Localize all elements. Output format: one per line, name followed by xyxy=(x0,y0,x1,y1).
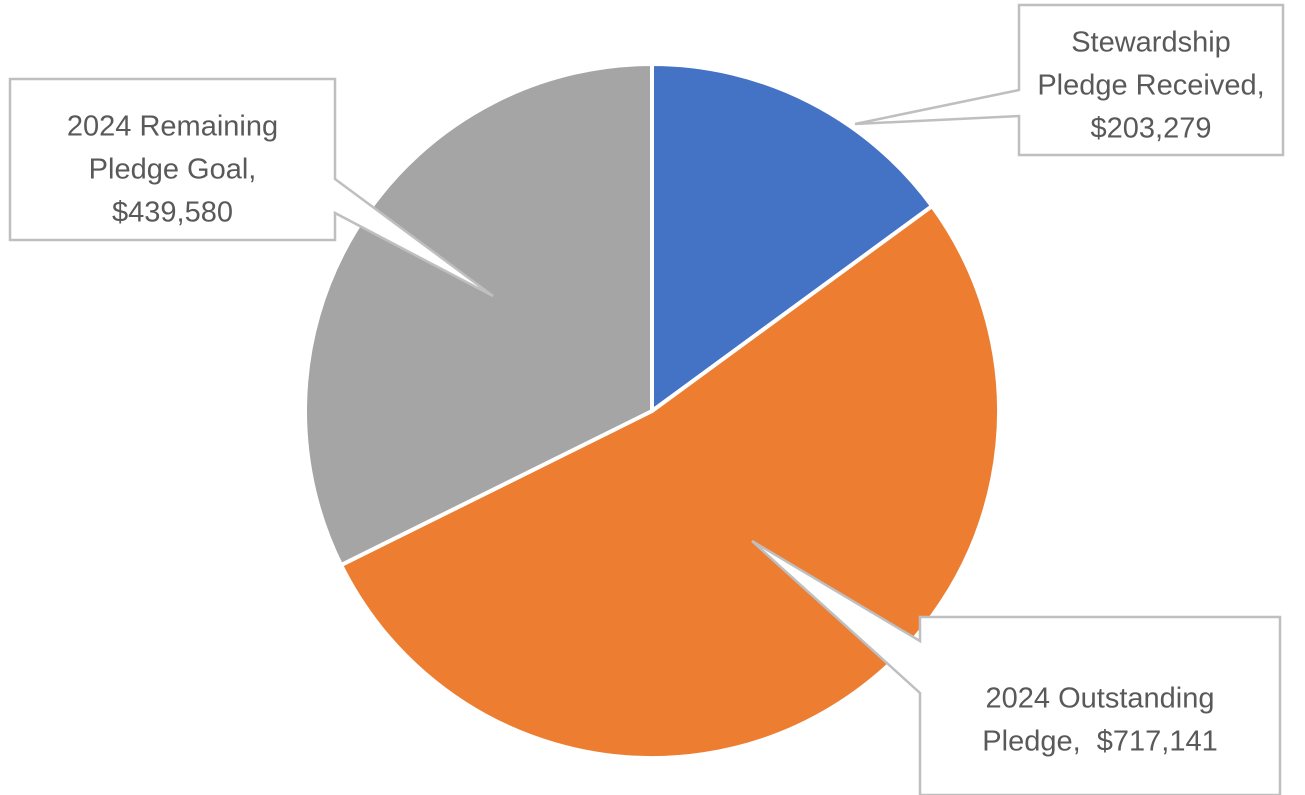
data-label-line: Stewardship xyxy=(1071,27,1231,59)
pie-slices xyxy=(303,62,1001,760)
callout-box xyxy=(751,539,1282,795)
pie-slice-2024-remaining-pledge-goal xyxy=(303,62,654,568)
callout-box xyxy=(8,77,494,298)
callout-2024-remaining-pledge-goal: 2024 Remaining Pledge Goal, $439,580 xyxy=(8,77,494,298)
data-label-line: 2024 Outstanding xyxy=(986,683,1215,715)
callout-2024-outstanding-pledge: 2024 Outstanding Pledge, $717,141 xyxy=(751,539,1282,795)
data-label-line: Pledge Goal, xyxy=(89,154,257,186)
pie-slice-2024-outstanding-pledge xyxy=(339,204,1001,760)
data-label-line: Pledge Received, xyxy=(1037,70,1264,102)
pie-slice-stewardship-pledge-received xyxy=(650,62,935,413)
callout-stewardship-pledge-received: Stewardship Pledge Received, $203,279 xyxy=(854,3,1285,157)
data-label-line: $203,279 xyxy=(1091,113,1212,145)
callout-box xyxy=(854,3,1285,157)
data-label-callouts: Stewardship Pledge Received, $203,279 2024 … xyxy=(8,3,1285,795)
data-label-line: $439,580 xyxy=(112,197,233,229)
data-label-line: Pledge, $717,141 xyxy=(982,726,1217,758)
data-label-line: 2024 Remaining xyxy=(67,111,278,143)
